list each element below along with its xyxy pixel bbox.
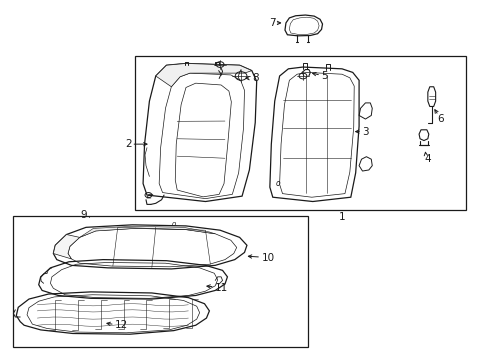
Text: 4: 4 (424, 154, 430, 164)
Text: 12: 12 (115, 320, 128, 330)
Text: 3: 3 (362, 127, 368, 136)
Text: 8: 8 (251, 73, 258, 83)
Polygon shape (156, 63, 251, 87)
Bar (135, 56, 466, 211)
Text: 1: 1 (338, 212, 345, 221)
Text: o: o (275, 179, 280, 188)
Text: 9: 9 (80, 210, 87, 220)
Text: 2: 2 (125, 139, 131, 149)
Text: 11: 11 (215, 283, 228, 293)
Text: 7: 7 (268, 18, 275, 28)
Text: 5: 5 (321, 71, 327, 81)
Polygon shape (53, 234, 80, 259)
Text: o: o (171, 221, 176, 227)
Text: 10: 10 (261, 253, 274, 263)
Bar (13, 216, 307, 347)
Polygon shape (80, 226, 215, 237)
Text: 6: 6 (436, 114, 443, 124)
